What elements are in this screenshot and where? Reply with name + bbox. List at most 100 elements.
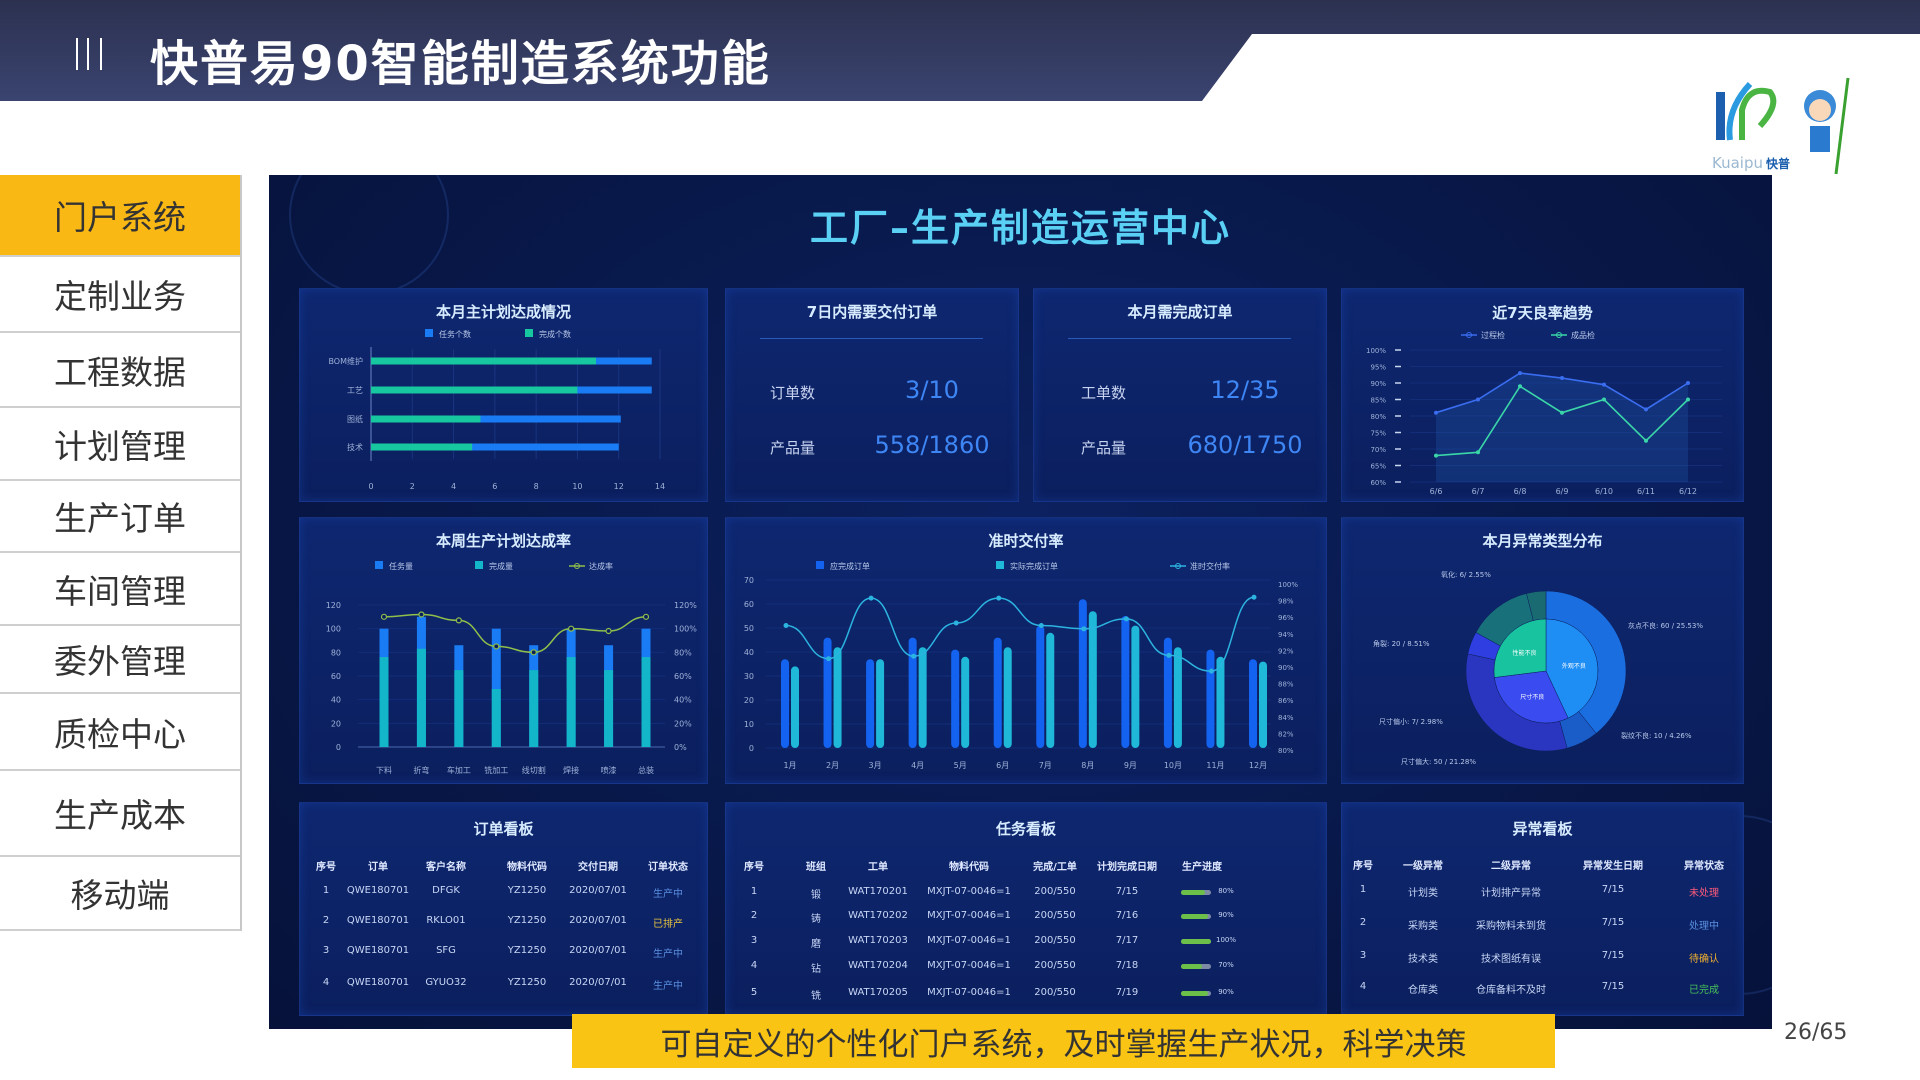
table-cell: 200/550 xyxy=(1034,960,1076,971)
bar-done xyxy=(604,670,614,747)
sidebar-item-3[interactable]: 工程数据 xyxy=(0,333,240,408)
legend-label: 过程检 xyxy=(1481,330,1505,340)
tick-label: 5月 xyxy=(954,761,967,770)
data-point xyxy=(418,611,425,618)
column-header: 订单状态 xyxy=(648,862,688,873)
panel-title: 异常看板 xyxy=(1512,820,1573,838)
table-cell: 7/15 xyxy=(1115,886,1139,897)
slice-label: 性能不良 xyxy=(1513,649,1537,657)
table-cell: DFGK xyxy=(432,885,460,896)
slice-callout-label: 尺寸偏小: 7/ 2.98% xyxy=(1379,717,1443,726)
sidebar-item-1[interactable]: 门户系统 xyxy=(0,175,240,257)
sidebar-item-4[interactable]: 计划管理 xyxy=(0,408,240,481)
tick-label: 98% xyxy=(1278,598,1294,606)
bar-actual xyxy=(833,647,842,748)
sidebar-item-10[interactable]: 移动端 xyxy=(0,857,240,931)
sidebar-item-5[interactable]: 生产订单 xyxy=(0,481,240,553)
bar-actual xyxy=(918,647,927,748)
data-point xyxy=(455,617,462,624)
exception-type-panel: 本月异常类型分布 外观不良 尺寸不良 性能不良 灰点不良: 60 / 25.53% 裂纹不… xyxy=(1341,517,1744,784)
table-cell: 7/19 xyxy=(1115,987,1139,998)
tick-label: 90% xyxy=(1370,380,1386,388)
weekly-plan-panel: 本周生产计划达成率 任务量 完成量 达成率 0 0% 20 20% 40 40% 60 60% 80 80… xyxy=(299,517,708,784)
bar-task xyxy=(371,443,619,451)
chart-svg: 任务量 完成量 达成率 0 0% 20 20% 40 40% 60 60% 80 80% 100 100% 1… xyxy=(326,561,697,775)
table-cell: 技术类 xyxy=(1408,954,1438,965)
progress-bar xyxy=(1181,991,1211,996)
legend-label: 应完成订单 xyxy=(830,561,870,571)
legend-label: 实际完成订单 xyxy=(1010,561,1058,571)
table-cell: 2 xyxy=(750,910,758,921)
order-board-panel: 订单看板 序号 订单 客户名称 物料代码 交付日期 订单状态 1 QWE180701 DFGK YZ… xyxy=(299,802,708,1016)
data-point xyxy=(568,625,575,632)
bar-task xyxy=(491,628,501,747)
tick-label: 84% xyxy=(1278,714,1294,722)
column-header: 工单 xyxy=(868,862,888,873)
tick-label: 92% xyxy=(1278,647,1294,655)
data-point xyxy=(996,595,1002,601)
data-point xyxy=(530,649,537,656)
rate-line xyxy=(383,613,647,654)
tick-label: 3月 xyxy=(869,761,882,770)
slice-label: 尺寸不良 xyxy=(1520,693,1544,701)
inner-slice xyxy=(1545,618,1599,719)
tick-label: 12月 xyxy=(1249,761,1267,770)
table-cell: 7/16 xyxy=(1115,910,1139,921)
bar-planned xyxy=(823,637,832,748)
bar-planned xyxy=(951,649,960,748)
table-cell: 已排产 xyxy=(653,919,683,930)
master-plan-panel: 本月主计划达成情况 任务个数 完成个数 0 2 4 6 8 10 12 14 BOM维护 工艺 图纸 技术 xyxy=(299,288,708,502)
legend-swatch-icon xyxy=(425,329,433,337)
tick-label: 85% xyxy=(1370,397,1386,405)
panel-title: 订单看板 xyxy=(473,820,534,838)
sidebar-item-9[interactable]: 生产成本 xyxy=(0,771,240,857)
area-fill xyxy=(1436,373,1688,482)
sidebar-item-6[interactable]: 车间管理 xyxy=(0,553,240,626)
tick-label: 100% xyxy=(674,625,697,634)
month-orders-panel: 本月需完成订单 工单数 12/35 产品量 680/1750 xyxy=(1033,288,1327,502)
inner-slice xyxy=(1494,670,1569,724)
column-header: 物料代码 xyxy=(507,862,547,873)
tick-label: 86% xyxy=(1278,697,1294,705)
sidebar-item-2[interactable]: 定制业务 xyxy=(0,257,240,333)
table-cell: 钻 xyxy=(811,964,821,975)
table-cell: 200/550 xyxy=(1034,935,1076,946)
dashboard-screenshot: 工厂–生产制造运营中心 本月主计划达成情况 任务个数 完成个数 0 2 4 6 8 10 12 14… xyxy=(269,175,1772,1029)
tick-label: 14 xyxy=(655,482,665,491)
bar-done xyxy=(371,415,481,423)
progress-percent: 90% xyxy=(1218,988,1234,996)
tick-label: 40% xyxy=(674,696,692,705)
tick-label: 65% xyxy=(1370,463,1386,471)
bar-actual xyxy=(1131,625,1140,748)
table-cell: 3 xyxy=(322,945,330,956)
bar-actual xyxy=(1173,647,1182,748)
tick-label: 100 xyxy=(326,625,341,634)
column-header: 计划完成日期 xyxy=(1097,862,1157,873)
tick-label: 1月 xyxy=(783,761,796,770)
panel-title: 本月异常类型分布 xyxy=(1482,532,1603,550)
table-cell: MXJT-07-0046=1 xyxy=(927,886,1011,897)
panel-title: 准时交付率 xyxy=(988,532,1064,550)
data-point xyxy=(826,656,832,662)
bar-done xyxy=(641,657,651,747)
tick-label: 60% xyxy=(674,672,692,681)
tick-label: 12 xyxy=(614,482,624,491)
tick-label: 折弯 xyxy=(413,765,429,775)
legend-label: 完成量 xyxy=(489,561,513,571)
table-cell: 7/15 xyxy=(1601,950,1625,961)
task-board-panel: 任务看板 序号 班组 工单 物料代码 完成/工单 计划完成日期 生产进度 1 锻 WAT170201… xyxy=(725,802,1327,1016)
table-cell: 2020/07/01 xyxy=(569,945,627,956)
category-label: 工艺 xyxy=(347,386,363,395)
tick-label: 6/12 xyxy=(1679,487,1697,496)
tick-label: 下料 xyxy=(376,765,392,775)
tick-label: 2 xyxy=(410,482,415,491)
table-cell: 铣 xyxy=(811,991,821,1002)
table-cell: YZ1250 xyxy=(507,977,547,988)
data-point xyxy=(1686,381,1690,385)
sidebar-item-7[interactable]: 委外管理 xyxy=(0,626,240,694)
column-header: 一级异常 xyxy=(1403,861,1443,872)
column-header: 二级异常 xyxy=(1491,861,1531,872)
sidebar-item-8[interactable]: 质检中心 xyxy=(0,694,240,771)
tick-label: 80% xyxy=(674,648,692,657)
